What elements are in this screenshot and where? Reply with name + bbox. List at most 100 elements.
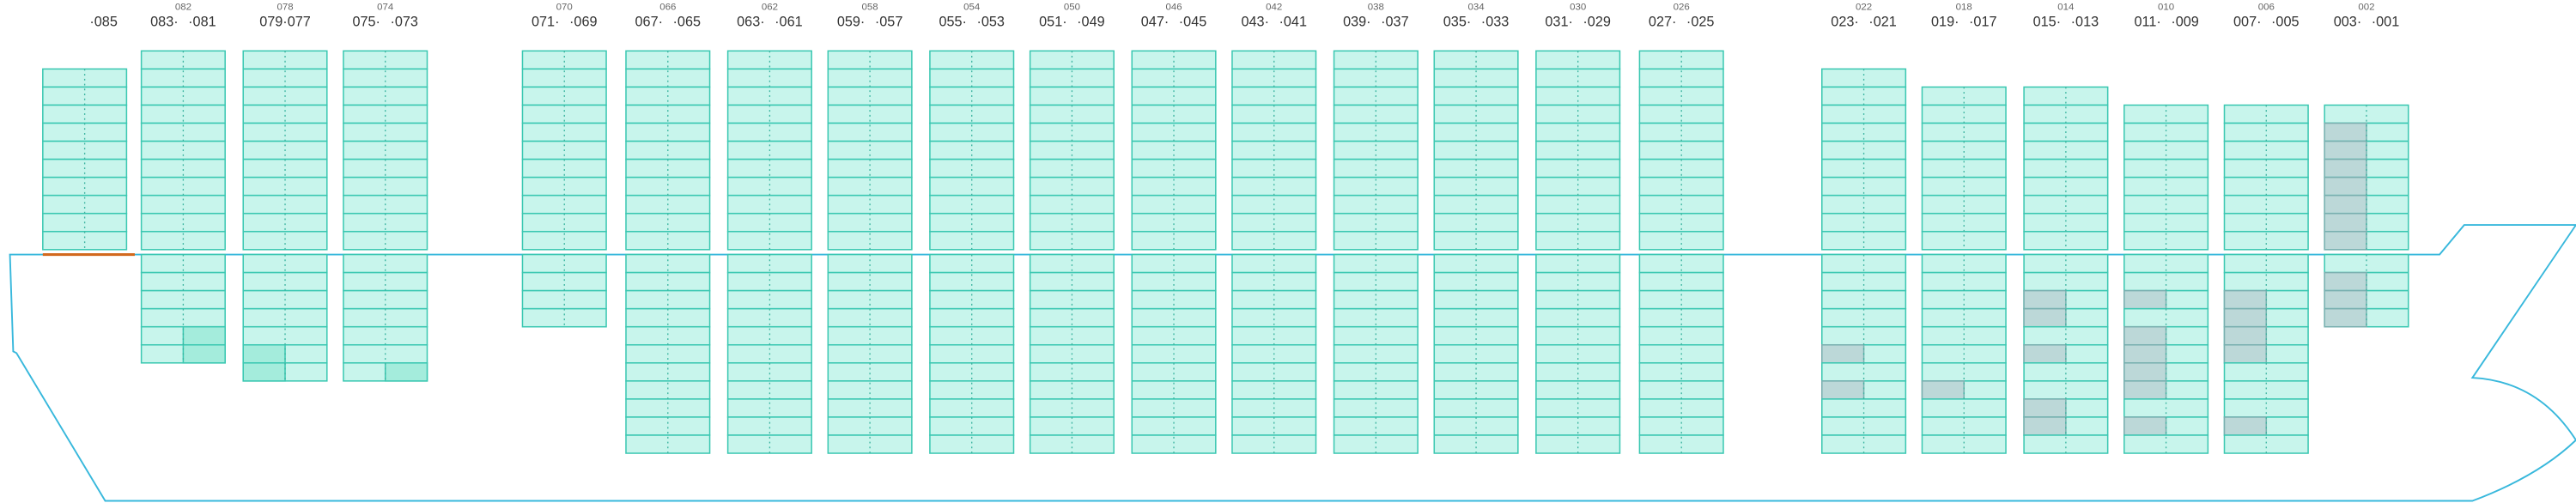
bay-number: 042 <box>1266 2 1282 12</box>
bay-number: 038 <box>1368 2 1384 12</box>
bay: 002 003· ·001 <box>2324 2 2409 328</box>
slot-grey <box>2223 343 2268 364</box>
slot-grey <box>1821 343 1865 364</box>
bay-number: 014 <box>2057 2 2075 12</box>
slot-grey <box>2324 289 2367 310</box>
bay: 018 019· ·017 <box>1921 2 2007 454</box>
slot-teal <box>384 362 428 382</box>
bay-number: 054 <box>963 2 981 12</box>
bay-number: 058 <box>862 2 878 12</box>
slot-grey <box>2324 230 2367 251</box>
slot-teal <box>242 362 286 382</box>
bay-fore-label: 055· <box>939 15 967 30</box>
slot-grey <box>2324 271 2367 292</box>
bay-number: 082 <box>175 2 191 12</box>
bay: 058 059· ·057 <box>827 2 913 454</box>
bay-aft-label: ·021 <box>1868 15 1897 30</box>
slot-grey <box>1821 380 1865 400</box>
bay-aft-label: ·025 <box>1686 15 1715 30</box>
bay-aft-label: ·001 <box>2372 15 2400 30</box>
bay-aft-label: ·037 <box>1381 15 1409 30</box>
bay: 034 035· ·033 <box>1433 2 1519 454</box>
bay-fore-label: 051· <box>1039 15 1067 30</box>
bay: 082 083· ·081 <box>140 2 226 364</box>
slot-row <box>140 230 226 251</box>
slot-grey <box>2023 343 2067 364</box>
bay: 054 055· ·053 <box>929 2 1015 454</box>
bay: 062 063· ·061 <box>726 2 812 454</box>
slot-row <box>1535 230 1621 251</box>
slot-grey <box>2123 325 2167 346</box>
slot-row <box>1029 230 1115 251</box>
slot-teal <box>242 343 286 364</box>
bay: 078 079·077 <box>242 2 328 382</box>
bay-number: 046 <box>1165 2 1182 12</box>
bay: 042 043· ·041 <box>1231 2 1317 454</box>
slot-grey <box>1921 380 1965 400</box>
slot-row <box>1231 230 1317 251</box>
bay-fore-label: 063· <box>737 15 765 30</box>
bay-fore-label: 043· <box>1241 15 1269 30</box>
bay-aft-label: ·061 <box>775 15 803 30</box>
bay-aft-label: ·041 <box>1279 15 1307 30</box>
slot-row <box>726 230 812 251</box>
slot-grey <box>2023 398 2067 418</box>
bay-fore-label: 015· <box>2033 15 2062 30</box>
bay-number: 062 <box>762 2 778 12</box>
bay-aft-label: ·053 <box>976 15 1005 30</box>
bay-fore-label: 035· <box>1443 15 1472 30</box>
bay-number: 030 <box>1570 2 1586 12</box>
bay-aft-label: ·017 <box>1969 15 1997 30</box>
bay-fore-label: 059· <box>837 15 866 30</box>
bay: ·085 <box>42 15 128 251</box>
slot-row <box>521 230 607 251</box>
bay-fore-label: 071· <box>532 15 560 30</box>
bay-fore-label: 067· <box>635 15 664 30</box>
slot-teal <box>182 343 226 364</box>
slot-grey <box>2123 343 2167 364</box>
bay-aft-label: ·009 <box>2171 15 2199 30</box>
slot-row <box>2223 230 2309 251</box>
bay: 030 031· ·029 <box>1535 2 1621 454</box>
bay-number: 022 <box>1856 2 1872 12</box>
slot-row <box>625 230 711 251</box>
bay: 022 023· ·021 <box>1821 2 1907 454</box>
bay-pair-label: 079·077 <box>259 15 311 30</box>
slot-grey <box>2023 307 2067 328</box>
bay-fore-label: 047· <box>1141 15 1170 30</box>
slot-row <box>827 230 913 251</box>
slot-grey <box>2223 416 2268 436</box>
bay-number: 002 <box>2358 2 2374 12</box>
bay: 038 039· ·037 <box>1333 2 1419 454</box>
bay: 066 067· ·065 <box>625 2 711 454</box>
bay-aft-label: ·033 <box>1481 15 1510 30</box>
bay-number: 070 <box>556 2 573 12</box>
bay-aft-label: ·013 <box>2071 15 2099 30</box>
slot-grey <box>2324 158 2367 179</box>
bay-fore-label: 007· <box>2233 15 2262 30</box>
slot-row <box>242 230 328 251</box>
bay-aft-label: ·029 <box>1583 15 1611 30</box>
bay-aft-label: ·069 <box>569 15 598 30</box>
bay-fore-label: 083· <box>150 15 179 30</box>
bay-number: 018 <box>1956 2 1972 12</box>
bay: 006 007· ·005 <box>2223 2 2309 454</box>
bay-fore-label: 019· <box>1931 15 1959 30</box>
bay-number: 010 <box>2158 2 2174 12</box>
bay-number: 066 <box>659 2 676 12</box>
bay-aft-label: ·065 <box>673 15 702 30</box>
slot-grey <box>2324 176 2367 197</box>
bay: 070 071· ·069 <box>521 2 607 328</box>
bay: 026 027· ·025 <box>1638 2 1724 454</box>
slot-row <box>929 230 1015 251</box>
slot-grey <box>2023 416 2067 436</box>
bay-number: 050 <box>1064 2 1080 12</box>
bay: 014 015· ·013 <box>2023 2 2109 454</box>
bay-aft-label: ·057 <box>875 15 903 30</box>
bay-aft-label: ·085 <box>89 15 118 30</box>
bay: 074 075· ·073 <box>343 2 428 382</box>
bay-aft-label: ·081 <box>188 15 216 30</box>
bay-aft-label: ·049 <box>1077 15 1105 30</box>
